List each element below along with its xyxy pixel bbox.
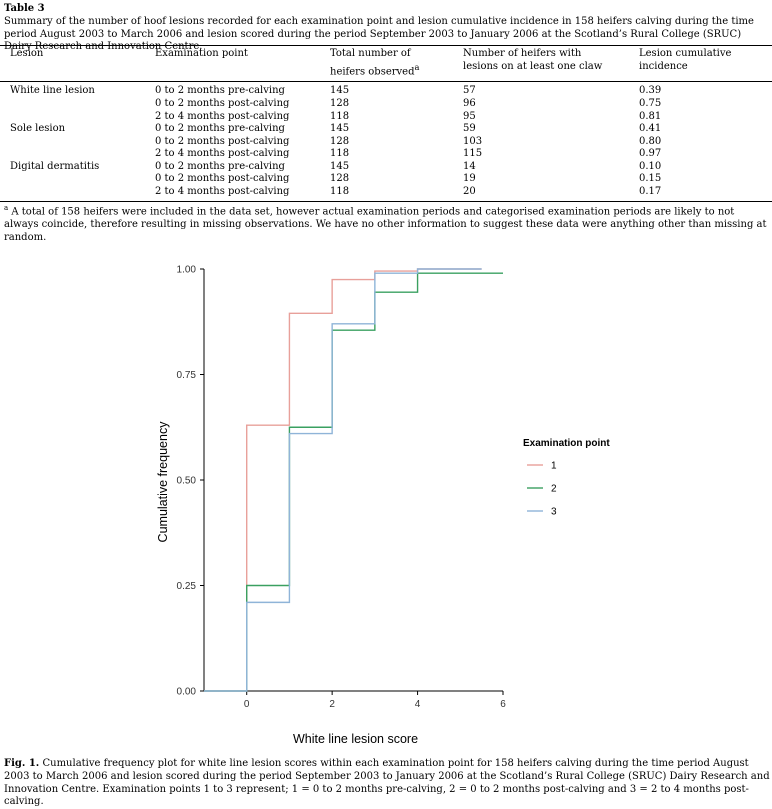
cell-total: 128 <box>330 97 350 109</box>
cell-lesion <box>0 136 155 149</box>
cell-lesion: White line lesion <box>10 85 95 97</box>
cumulative-frequency-chart: 0.00 0.25 0.50 0.75 1.00 0 2 4 6 White line lesio… <box>156 265 610 747</box>
cell-incidence: 0.97 <box>639 148 662 160</box>
series-line-1 <box>204 268 482 692</box>
cell-lesion <box>0 148 155 161</box>
header-total-heifers: Total number of heifers observeda <box>330 44 463 83</box>
header-lesion: Lesion <box>0 44 155 83</box>
cell-total: 145 <box>330 160 350 172</box>
cell-number: 20 <box>463 186 476 198</box>
cell-lesion: Sole lesion <box>10 123 66 135</box>
table-row: Digital dermatitis 0 to 2 months pre-calv… <box>0 161 772 174</box>
cell-examination-point: 0 to 2 months post-calving <box>155 97 290 109</box>
cell-total: 118 <box>330 148 350 160</box>
cell-examination-point: 2 to 4 months post-calving <box>155 110 290 122</box>
cell-total: 118 <box>330 186 350 198</box>
footnote-marker: a <box>4 204 9 212</box>
table-row: 2 to 4 months post-calving 118 95 0.81 <box>0 111 772 124</box>
cell-lesion <box>0 186 155 201</box>
series-line-2 <box>204 272 503 692</box>
cell-examination-point: 0 to 2 months pre-calving <box>155 123 285 135</box>
cell-incidence: 0.17 <box>639 186 662 198</box>
header-total-line2: heifers observed <box>330 65 415 77</box>
cell-number: 14 <box>463 160 476 172</box>
table-row: 0 to 2 months post-calving 128 96 0.75 <box>0 98 772 111</box>
x-tick-label: 6 <box>500 699 506 710</box>
x-tick-label: 4 <box>415 699 421 710</box>
legend-title: Examination point <box>523 438 610 449</box>
table-row: Sole lesion 0 to 2 months pre-calving 145 5… <box>0 123 772 136</box>
table-header-row: Lesion Examination point Total number of… <box>0 44 772 83</box>
lesion-table: Lesion Examination point Total number of… <box>0 44 772 202</box>
y-tick-label: 0.50 <box>177 476 197 487</box>
header-cumulative-incidence: Lesion cumulative incidence <box>639 44 772 83</box>
series-line-3 <box>204 268 482 692</box>
y-tick-label: 0.75 <box>177 370 197 381</box>
cell-total: 128 <box>330 173 350 185</box>
y-axis-label: Cumulative frequency <box>156 421 170 543</box>
cell-examination-point: 2 to 4 months post-calving <box>155 148 290 160</box>
cell-lesion <box>0 98 155 111</box>
cell-examination-point: 0 to 2 months pre-calving <box>155 85 285 97</box>
header-total-line1: Total number of <box>330 48 411 59</box>
y-tick-label: 1.00 <box>177 265 197 276</box>
legend-label-3: 3 <box>551 507 557 518</box>
cell-incidence: 0.41 <box>639 123 662 135</box>
x-axis-label: White line lesion score <box>293 732 418 746</box>
cell-incidence: 0.10 <box>639 160 662 172</box>
cell-number: 103 <box>463 135 483 147</box>
x-tick-label: 0 <box>244 699 250 710</box>
header-examination-point: Examination point <box>155 44 330 83</box>
cell-incidence: 0.39 <box>639 85 662 97</box>
cell-number: 57 <box>463 85 476 97</box>
cell-lesion: Digital dermatitis <box>10 160 100 172</box>
figure-caption: Fig. 1. Cumulative frequency plot for wh… <box>4 758 770 809</box>
cell-examination-point: 0 to 2 months post-calving <box>155 135 290 147</box>
figure-caption-label: Fig. 1. <box>4 758 40 769</box>
cell-total: 145 <box>330 85 350 97</box>
cell-examination-point: 0 to 2 months pre-calving <box>155 160 285 172</box>
cell-incidence: 0.75 <box>639 97 662 109</box>
cell-lesion <box>0 111 155 124</box>
table-row: 2 to 4 months post-calving 118 115 0.97 <box>0 148 772 161</box>
cell-incidence: 0.15 <box>639 173 662 185</box>
header-number-line1: Number of heifers with <box>463 48 582 59</box>
cell-total: 128 <box>330 135 350 147</box>
cell-examination-point: 0 to 2 months post-calving <box>155 173 290 185</box>
header-total-footnote-marker: a <box>414 61 420 72</box>
footnote-text: A total of 158 heifers were included in … <box>4 206 767 243</box>
legend-label-2: 2 <box>551 484 557 495</box>
cell-number: 95 <box>463 110 476 122</box>
table-body: White line lesion 0 to 2 months pre-calvi… <box>0 82 772 202</box>
cell-examination-point: 2 to 4 months post-calving <box>155 186 290 198</box>
y-tick-label: 0.25 <box>177 581 197 592</box>
cell-number: 19 <box>463 173 476 185</box>
cell-number: 115 <box>463 148 483 160</box>
header-number-line2: lesions on at least one claw <box>463 60 603 72</box>
cell-number: 59 <box>463 123 476 135</box>
cell-number: 96 <box>463 97 476 109</box>
cell-incidence: 0.81 <box>639 110 662 122</box>
y-tick-label: 0.00 <box>177 687 197 698</box>
header-number-heifers: Number of heifers with lesions on at leas… <box>463 44 639 83</box>
x-tick-label: 2 <box>329 699 335 710</box>
cell-incidence: 0.80 <box>639 135 662 147</box>
legend-label-1: 1 <box>551 461 557 472</box>
table-row: 2 to 4 months post-calving 118 20 0.17 <box>0 186 772 201</box>
cell-total: 118 <box>330 110 350 122</box>
table-footnote: a A total of 158 heifers were included i… <box>4 202 770 245</box>
figure-caption-text: Cumulative frequency plot for white line… <box>4 758 770 808</box>
table-label: Table 3 <box>4 3 45 14</box>
table-row: 0 to 2 months post-calving 128 103 0.80 <box>0 136 772 149</box>
table-row: 0 to 2 months post-calving 128 19 0.15 <box>0 173 772 186</box>
table-row: White line lesion 0 to 2 months pre-calvi… <box>0 82 772 98</box>
cell-total: 145 <box>330 123 350 135</box>
cell-lesion <box>0 173 155 186</box>
